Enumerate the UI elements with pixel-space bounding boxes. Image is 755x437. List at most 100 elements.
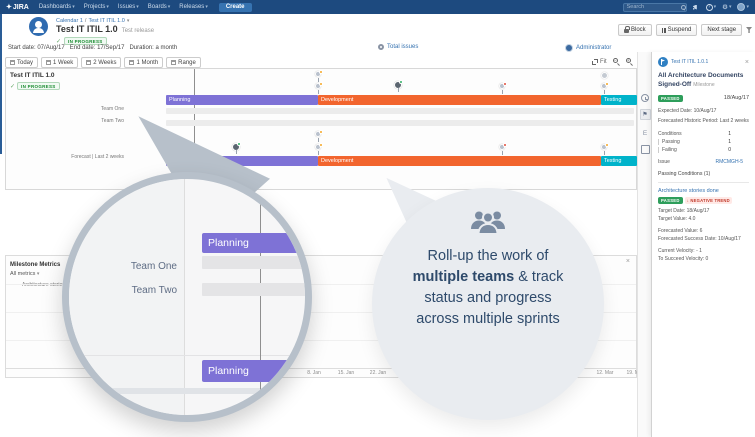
passing-row: Passing 1 [658,138,749,145]
breadcrumb-calendar[interactable]: Calendar 1 [56,18,83,24]
zoom-out-icon[interactable]: − [612,58,620,65]
search-icon [680,5,686,10]
suspend-button[interactable]: Suspend [655,24,698,36]
metrics-filter[interactable]: All metrics ▾ [10,271,40,277]
nav-dashboards[interactable]: Dashboards ▾ [38,4,75,10]
block-button[interactable]: Block [618,24,652,36]
team-two-track[interactable] [166,120,634,126]
filter-icon[interactable] [746,27,753,33]
chevron-down-icon: ▾ [36,271,40,277]
create-button[interactable]: Create [218,2,252,12]
fit-button[interactable]: Fit [592,58,607,65]
release-dates: Start date: 07/Aug/17 End date: 17/Sep/1… [8,45,178,51]
callout-bubble: Roll-up the work of multiple teams & tra… [372,188,604,420]
jira-logo[interactable]: ✦ JIRA [6,3,29,12]
question-icon: ? [705,3,713,11]
failing-row: Failing 0 [658,146,749,153]
nav-issues[interactable]: Issues ▾ [117,4,139,10]
milestone-pin[interactable] [314,130,323,142]
left-edge-strip [0,14,2,154]
gear-icon: ⚙ [722,4,728,11]
range-1week-button[interactable]: 1 Week [41,57,79,68]
range-range-button[interactable]: Range [166,57,201,68]
milestone-pin[interactable] [314,82,323,94]
chevron-down-icon[interactable]: ▾ [126,18,130,24]
range-1month-button[interactable]: 1 Month [124,57,164,68]
gantt-panel: Test IT ITIL 1.0 ✓ IN PROGRESS Planning … [5,68,637,190]
range-2weeks-button[interactable]: 2 Weeks [81,57,122,68]
milestone-pin[interactable] [600,143,609,155]
phase-bar-testing[interactable]: Testing [601,95,637,105]
settings-menu[interactable]: ⚙ ▾ [722,3,731,11]
passed-date: 18/Aug/17 [723,95,749,102]
status-badge: IN PROGRESS [64,37,107,45]
administrator-link[interactable]: Administrator [565,44,611,52]
magnified-team-track [202,283,305,296]
passing-conditions-heading: Passing Conditions (1) [658,170,711,177]
chevron-down-icon: ▾ [167,4,171,10]
callout-text: Roll-up the work of multiple teams & tra… [412,248,564,327]
people-icon [471,211,505,235]
forecast-bar-development[interactable]: Development [318,156,601,166]
donut-icon [378,44,384,50]
tab-epics[interactable]: E [640,128,651,139]
range-toolbar: Today 1 Week 2 Weeks 1 Month Range [5,57,201,68]
close-icon[interactable]: × [625,258,630,265]
breadcrumb-release[interactable]: Test IT ITIL 1.0 [88,18,125,24]
jira-star-icon: ✦ [6,4,12,11]
axis-tick: 15. Jan [337,370,355,376]
tab-calendar[interactable] [640,145,650,154]
chevron-down-icon: ▾ [713,4,717,10]
phase-bar-planning[interactable]: Planning [166,95,318,105]
nav-projects[interactable]: Projects ▾ [83,4,109,10]
milestone-type: Milestone [693,81,715,88]
clock-icon[interactable] [641,94,649,102]
help-menu[interactable]: ? ▾ [705,3,717,11]
check-icon: ✓ [56,38,62,45]
chevron-down-icon: ▾ [72,4,75,10]
avatar [737,3,746,11]
top-navbar: ✦ JIRA Dashboards ▾ Projects ▾ Issues ▾ Boar… [0,0,755,14]
target-value: Target Value: 4.0 [658,215,696,222]
x-axis [6,368,636,369]
detail-tabstrip: ⚑ E [637,52,651,437]
search-input[interactable] [622,2,687,12]
close-icon[interactable]: × [744,58,749,66]
page-title: Test IT ITIL 1.0 Test release [56,24,155,34]
next-stage-button[interactable]: Next stage [701,24,743,36]
forecast-label: Forecast | Last 2 weeks [71,154,124,160]
milestone-pin[interactable] [394,80,403,92]
milestone-pin[interactable] [498,82,507,94]
feedback-icon[interactable] [692,4,697,10]
condition-link[interactable]: Architecture stories done [658,187,719,194]
milestone-pin[interactable] [314,143,323,155]
legend-line-icon: — [14,282,19,288]
milestone-cluster[interactable] [601,72,608,79]
chevron-down-icon: ▾ [205,4,208,10]
panel-breadcrumb[interactable]: Test IT ITIL 1.0.1 [671,59,709,65]
phase-bar-development[interactable]: Development [318,95,601,105]
milestone-pin[interactable] [498,143,507,155]
tab-milestones[interactable]: ⚑ [639,109,651,120]
range-today-button[interactable]: Today [5,57,39,68]
milestone-pin[interactable] [600,82,609,94]
issue-link[interactable]: RMCMGH-5 [715,158,744,165]
calendar-icon [86,60,92,65]
user-menu[interactable]: ▾ [737,3,749,11]
team-one-track[interactable] [166,108,634,114]
chevron-down-icon: ▾ [136,4,139,10]
total-issues-link[interactable]: Total issues [378,44,418,50]
passed-badge: PASSED [658,196,683,204]
axis-tick: 8. Jan [307,370,321,376]
nav-boards[interactable]: Boards ▾ [147,4,171,10]
milestone-pin[interactable] [232,142,241,154]
conditions-row: Conditions 1 [658,130,731,137]
nav-releases[interactable]: Releases ▾ [179,4,208,10]
axis-tick: 12. Mar [596,370,614,376]
zoom-in-icon[interactable]: + [625,58,633,65]
check-icon: ✓ [10,83,16,90]
milestone-pin[interactable] [314,70,323,82]
forecast-bar-testing[interactable]: Testing [601,156,637,166]
team-two-label: Team Two [131,285,177,296]
